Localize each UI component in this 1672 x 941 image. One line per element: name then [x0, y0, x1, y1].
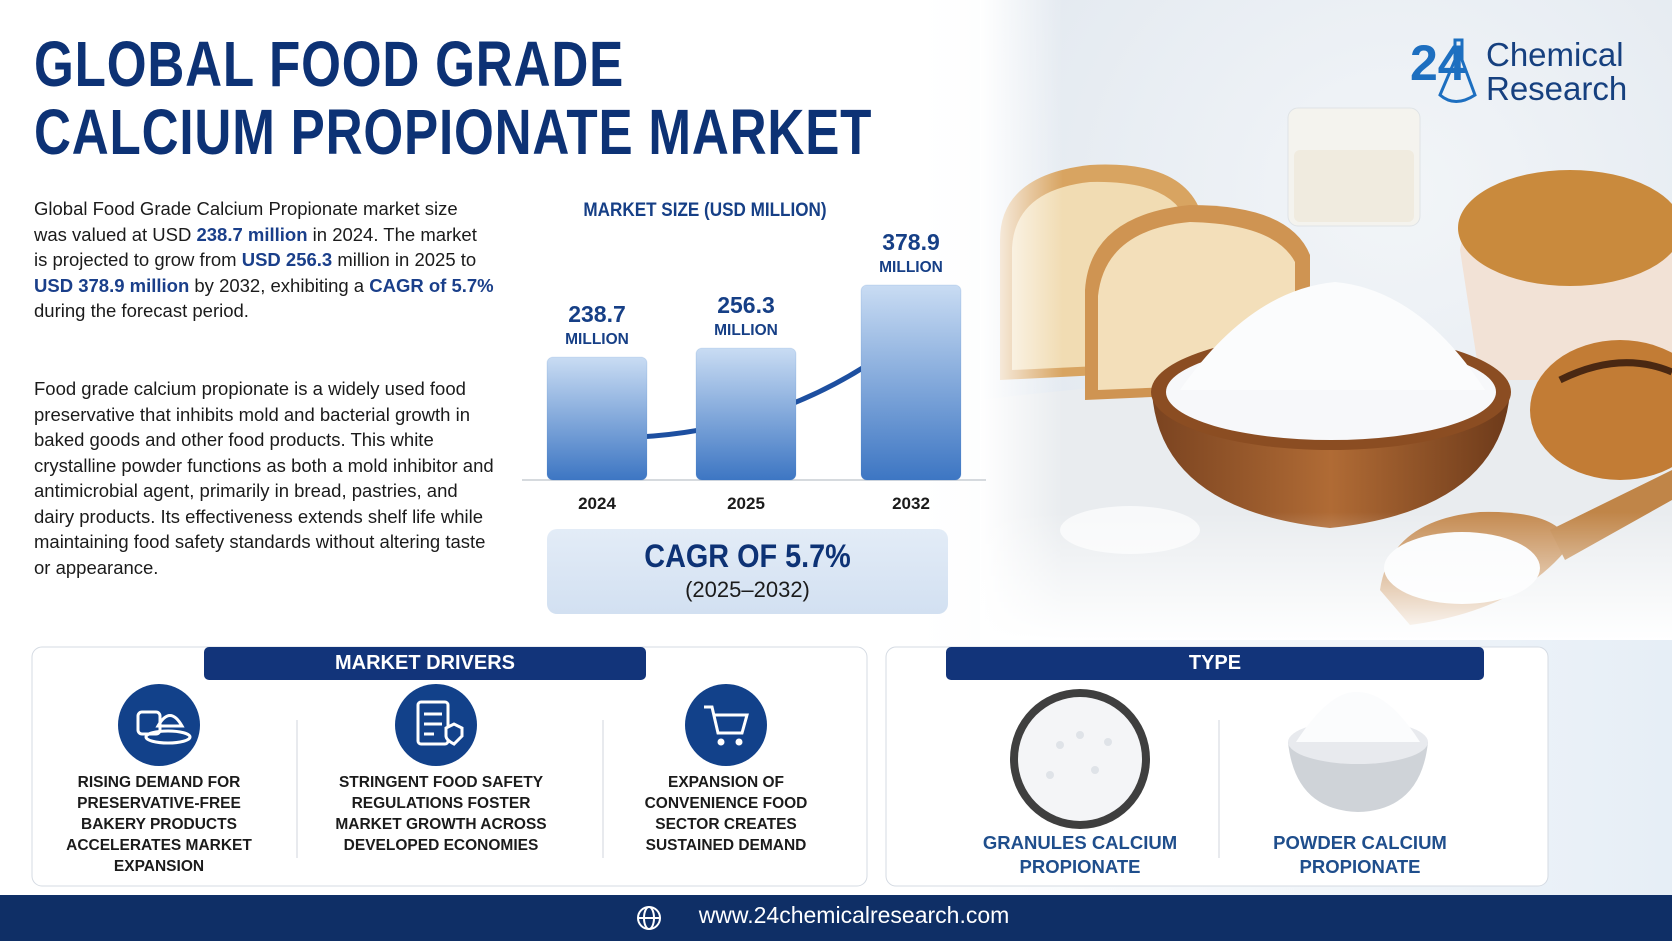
logo-flask: [1438, 38, 1477, 103]
cagr-headline: CAGR OF 5.7%: [644, 538, 851, 574]
logo-text: Chemical: [1486, 36, 1624, 73]
highlight-text: USD 378.9 million: [34, 274, 190, 296]
driver-text: STRINGENT FOOD SAFETY REGULATIONS FOSTER…: [335, 774, 547, 854]
body-text: in 2024. The market is projected to grow…: [34, 223, 477, 271]
bar-chart: 238.7 MILLION 2024 256.3 MILLION 2025 378.9 MIL…: [522, 229, 986, 513]
powder-image: [1288, 691, 1428, 812]
highlight-text: 238.7 million: [196, 223, 308, 245]
bakery-icon: [118, 684, 200, 766]
type-text: GRANULES CALCIUM PROPIONATE: [982, 832, 1178, 877]
value-label: 378.9: [882, 229, 940, 255]
drivers-title: MARKET DRIVERS: [334, 652, 515, 674]
body-text: Global Food Grade Calcium Propionate mar…: [34, 198, 458, 245]
chart-title: MARKET SIZE (USD MILLION): [583, 200, 827, 221]
cagr-period: (2025–2032): [685, 577, 810, 602]
drivers-header: [204, 647, 646, 680]
bar: [860, 284, 962, 481]
highlight-text: USD 256.3: [241, 249, 333, 270]
bar: [546, 356, 648, 481]
bar: [695, 347, 797, 481]
body-text: during the forecast period.: [34, 300, 249, 321]
footer-bar: [0, 895, 1672, 941]
x-tick-label: 2032: [892, 494, 930, 513]
type-text: POWDER CALCIUM PROPIONATE: [1273, 832, 1447, 877]
product-photo: [980, 0, 1672, 640]
unit-label: MILLION: [879, 259, 943, 276]
cart-icon: [685, 684, 767, 766]
type-title: TYPE: [1188, 652, 1242, 674]
unit-label: MILLION: [565, 331, 629, 348]
driver-text: RISING DEMAND FOR PRESERVATIVE-FREE BAKE…: [66, 774, 252, 875]
granules-image: [1010, 689, 1150, 829]
x-tick-label: 2025: [727, 494, 765, 513]
regulation-icon: [395, 684, 477, 766]
cagr-box: [547, 529, 948, 614]
value-label: 238.7: [568, 301, 626, 327]
globe-icon: [637, 906, 661, 930]
photo-fade: [980, 0, 1672, 640]
value-label: 256.3: [717, 292, 775, 318]
intro-paragraph: Food grade calcium propionate is a widel…: [34, 376, 494, 580]
logo-text: Research: [1486, 70, 1628, 107]
footer-url: www.24chemicalresearch.com: [698, 902, 1010, 928]
highlight-text: CAGR of 5.7%: [369, 274, 494, 296]
logo-number: 24: [1410, 35, 1466, 91]
intro-paragraph: Global Food Grade Calcium Propionate mar…: [34, 196, 494, 324]
type-header: [946, 647, 1484, 680]
title-line: CALCIUM PROPIONATE MARKET: [34, 96, 873, 168]
body-text: million in 2025 to: [332, 249, 477, 270]
title-line: GLOBAL FOOD GRADE: [34, 28, 625, 100]
unit-label: MILLION: [714, 322, 778, 339]
driver-text: EXPANSION OF CONVENIENCE FOOD SECTOR CRE…: [644, 774, 808, 854]
body-text: by 2032, exhibiting a: [189, 274, 370, 296]
x-tick-label: 2024: [578, 494, 616, 513]
body-text: Food grade calcium propionate is a widel…: [34, 378, 494, 578]
